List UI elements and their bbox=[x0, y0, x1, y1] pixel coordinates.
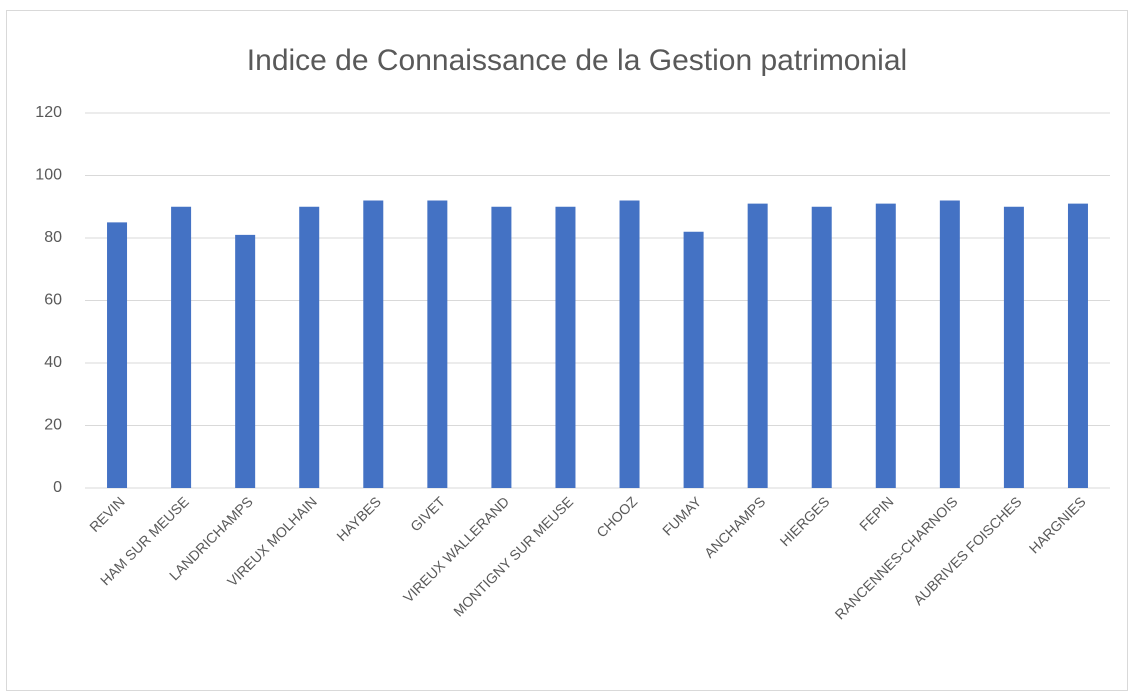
y-tick-label: 60 bbox=[44, 292, 62, 309]
bar bbox=[427, 200, 448, 488]
bar bbox=[1003, 206, 1024, 488]
bar bbox=[299, 206, 320, 488]
chart-title: Indice de Connaissance de la Gestion pat… bbox=[247, 44, 907, 77]
bar bbox=[939, 200, 960, 488]
bar bbox=[491, 206, 512, 488]
y-tick-label: 80 bbox=[44, 229, 62, 246]
bar bbox=[1067, 203, 1088, 488]
bar bbox=[875, 203, 896, 488]
bar bbox=[235, 234, 256, 488]
y-tick-label: 0 bbox=[53, 479, 62, 496]
bar bbox=[747, 203, 768, 488]
bar bbox=[619, 200, 640, 488]
bar bbox=[683, 231, 704, 488]
bar bbox=[811, 206, 832, 488]
y-tick-label: 20 bbox=[44, 417, 62, 434]
bar bbox=[107, 222, 128, 488]
y-tick-label: 120 bbox=[35, 104, 62, 121]
bar bbox=[555, 206, 576, 488]
y-tick-label: 100 bbox=[35, 167, 62, 184]
bar bbox=[171, 206, 192, 488]
bar bbox=[363, 200, 384, 488]
y-tick-label: 40 bbox=[44, 354, 62, 371]
